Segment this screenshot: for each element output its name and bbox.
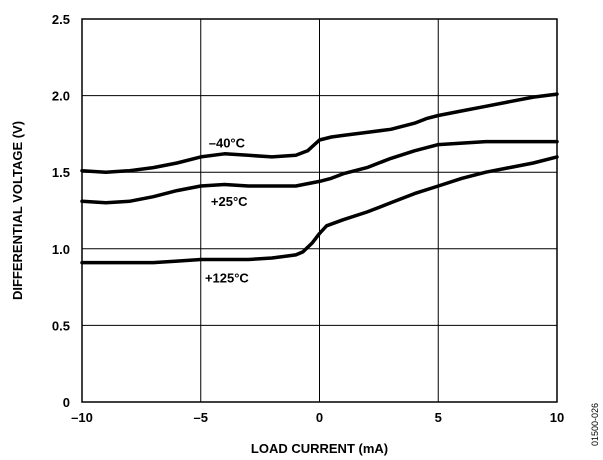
series-line [80,92,559,174]
grid [81,18,558,403]
series-line [80,139,559,205]
x-tick-label: 5 [435,410,442,425]
series-label-plus125c: +125°C [205,271,249,286]
x-axis-title: LOAD CURRENT (mA) [251,441,388,456]
series-label-plus25c: +25°C [211,194,248,209]
series-layer [80,92,559,265]
x-tick-label: 10 [550,410,564,425]
plot-frame [81,18,558,403]
x-tick-label: –5 [194,410,208,425]
y-tick-label: 2.0 [52,89,70,104]
y-tick-label: 1.5 [52,165,70,180]
y-tick-labels: 0 0.5 1.0 1.5 2.0 2.5 [52,12,70,410]
figure-id: 01500-026 [590,403,600,446]
series-line [80,155,559,265]
y-axis-title: DIFFERENTIAL VOLTAGE (V) [10,121,25,300]
x-tick-labels: –10 –5 0 5 10 [71,410,564,425]
x-tick-label: –10 [71,410,93,425]
series-label-minus40c: –40°C [209,136,246,151]
y-tick-label: 1.0 [52,242,70,257]
y-tick-label: 0.5 [52,318,70,333]
y-tick-label: 2.5 [52,12,70,27]
x-tick-label: 0 [316,410,323,425]
y-tick-label: 0 [63,395,70,410]
